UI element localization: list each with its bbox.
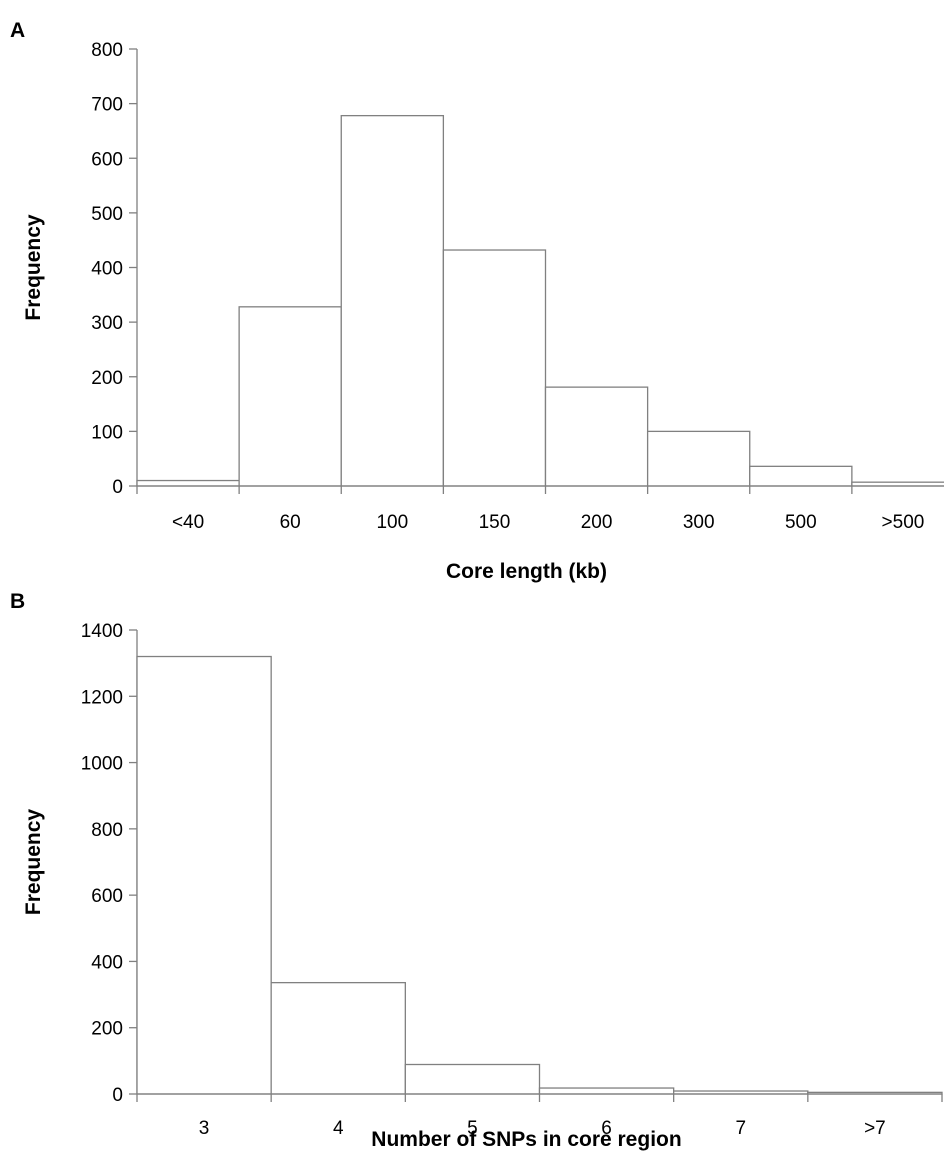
x-tick-label: 3	[199, 1118, 210, 1139]
y-axis-title: Frequency	[22, 214, 45, 321]
bar	[136, 479, 240, 487]
x-tick-label: 300	[683, 512, 715, 533]
x-axis-title: Core length (kb)	[446, 560, 607, 583]
x-tick-label: 500	[785, 512, 817, 533]
y-tick-label: 1000	[81, 754, 123, 775]
bar	[270, 981, 406, 1095]
x-tick-label: >7	[864, 1118, 886, 1139]
x-tick-label: 150	[479, 512, 511, 533]
y-tick-label: 1400	[81, 621, 123, 642]
bar	[238, 306, 342, 487]
y-axis-title: Frequency	[22, 809, 45, 916]
y-tick-label: 100	[91, 422, 123, 443]
x-tick-label: 4	[333, 1118, 344, 1139]
bar	[646, 430, 751, 487]
panel-label: A	[10, 19, 25, 42]
y-tick-label: 300	[91, 313, 123, 334]
y-tick-label: 400	[91, 952, 123, 973]
bar	[538, 1087, 675, 1095]
x-tick-label: 7	[735, 1118, 746, 1139]
y-tick-label: 700	[91, 95, 123, 116]
x-tick-label: 60	[280, 512, 301, 533]
y-tick-label: 400	[91, 259, 123, 280]
y-tick-label: 500	[91, 204, 123, 225]
x-tick-label: <40	[172, 512, 204, 533]
bar	[136, 655, 272, 1095]
x-tick-label: >500	[882, 512, 925, 533]
y-tick-label: 0	[112, 1085, 123, 1106]
y-tick-label: 0	[112, 477, 123, 498]
y-tick-label: 200	[91, 1019, 123, 1040]
bar	[544, 386, 649, 487]
x-axis-title: Number of SNPs in core region	[371, 1128, 681, 1151]
x-tick-label: 100	[376, 512, 408, 533]
bar	[404, 1063, 541, 1095]
bar	[749, 465, 853, 487]
y-tick-label: 200	[91, 368, 123, 389]
panel-a-chart: A 0 100 200 300 400 500 600 700 800 <40 60 100 150 200…	[10, 19, 944, 583]
panel-label: B	[10, 590, 25, 613]
bar	[442, 249, 547, 487]
panel-b-chart: B 0 200 400 600 800 1000 1200 1400 3 4 5 6 7 >7 Number …	[10, 590, 943, 1151]
bar	[340, 114, 445, 487]
x-tick-label: 200	[581, 512, 613, 533]
x-tick-label: 6	[601, 1118, 612, 1139]
y-tick-label: 800	[91, 820, 123, 841]
y-tick-label: 600	[91, 149, 123, 170]
y-tick-label: 600	[91, 886, 123, 907]
y-tick-label: 800	[91, 40, 123, 61]
x-tick-label: 5	[467, 1118, 478, 1139]
y-tick-label: 1200	[81, 687, 123, 708]
